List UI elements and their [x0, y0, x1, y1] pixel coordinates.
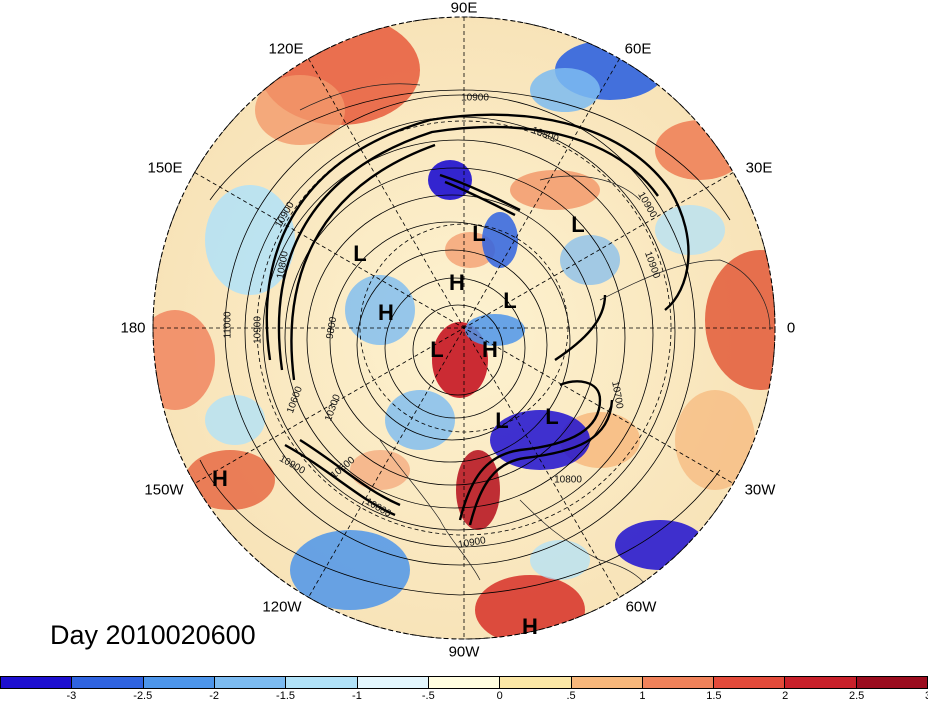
low-center: L: [545, 404, 559, 429]
colorbar-swatch: [357, 677, 429, 688]
lon-label-60w: 60W: [625, 598, 657, 616]
lon-label-0: 0: [786, 319, 796, 337]
colorbar-tick-label: .5: [566, 690, 576, 702]
high-center: H: [482, 337, 498, 362]
jet-contours: [265, 113, 690, 526]
colorbar: [0, 676, 928, 689]
low-center: L: [495, 408, 509, 433]
contour-label: 10900: [252, 316, 264, 344]
lon-label-150e: 150E: [147, 159, 183, 177]
low-center: L: [571, 212, 585, 237]
high-center: H: [449, 270, 465, 295]
colorbar-tick-label: 1.5: [706, 690, 722, 702]
colorbar-tick-label: 3: [925, 690, 928, 702]
height-contours: [199, 89, 731, 596]
lon-label-150w: 150W: [144, 481, 184, 499]
colorbar-swatch: [785, 677, 857, 688]
lon-label-120e: 120E: [268, 40, 304, 58]
colorbar-swatch: [428, 677, 501, 688]
contour-label: 10900: [461, 92, 489, 104]
date-label: Day 2010020600: [50, 620, 256, 650]
low-center: L: [472, 221, 486, 246]
colorbar-swatch: [286, 677, 358, 688]
colorbar-swatch: [1, 677, 73, 688]
colorbar-tick-label: -.5: [421, 690, 435, 702]
colorbar-tick-label: -2: [209, 690, 220, 702]
colorbar-swatch: [72, 677, 144, 688]
contour-label: 10800: [554, 474, 582, 486]
colorbar-tick-label: 2.5: [848, 690, 865, 702]
colorbar-tick-label: -1: [352, 690, 362, 702]
colorbar-swatch: [143, 677, 215, 688]
lon-label-120w: 120W: [262, 598, 302, 616]
lon-label-30w: 30W: [744, 481, 776, 499]
colorbar-tick-label: -3: [66, 690, 77, 702]
lon-label-90e: 90E: [450, 0, 478, 17]
high-center: H: [378, 300, 394, 325]
contour-label: 11000: [222, 311, 234, 339]
high-center: H: [212, 466, 228, 491]
lon-label-180: 180: [120, 319, 146, 337]
colorbar-swatch: [714, 677, 786, 688]
lon-label-90w: 90W: [448, 643, 480, 661]
colorbar-swatch: [856, 677, 928, 688]
colorbar-swatch: [642, 677, 715, 688]
anomaly-field: [153, 17, 775, 639]
low-center: L: [353, 241, 367, 266]
colorbar-tick-label: 1: [639, 690, 646, 702]
low-center: L: [503, 288, 517, 313]
colorbar-tick-label: 2: [782, 690, 789, 702]
lon-label-60e: 60E: [624, 40, 652, 58]
lon-label-30e: 30E: [745, 159, 773, 177]
high-center: H: [522, 614, 538, 639]
colorbar-swatch: [500, 677, 572, 688]
colorbar-swatch: [214, 677, 287, 688]
colorbar-tick-label: 0: [496, 690, 503, 702]
colorbar-swatch: [571, 677, 643, 688]
colorbar-tick-label: -1.5: [276, 690, 296, 702]
colorbar-tick-label: -2.5: [133, 690, 153, 702]
low-center: L: [430, 337, 444, 362]
